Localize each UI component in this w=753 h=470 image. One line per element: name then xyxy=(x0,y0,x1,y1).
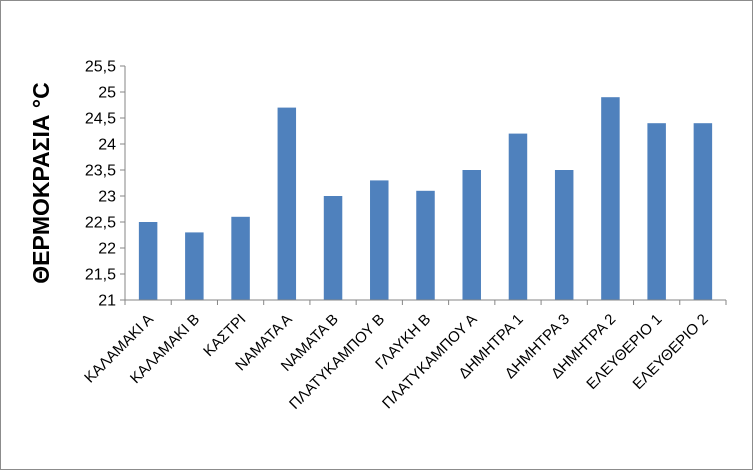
bar xyxy=(138,222,158,300)
bar xyxy=(508,133,528,300)
bars xyxy=(138,97,713,300)
bar xyxy=(231,216,250,300)
y-axis-ticks: 21 21,5 22 22,5 23 23,5 24 24,5 25 25,5 xyxy=(85,59,116,310)
y-axis-title: ΘΕΡΜΟΚΡΑΣΙΑ °C xyxy=(28,82,54,283)
axes xyxy=(120,65,727,305)
bar xyxy=(693,123,713,300)
bar xyxy=(601,97,620,300)
y-tick-label: 22 xyxy=(98,241,116,258)
bar xyxy=(277,107,297,300)
bar xyxy=(185,232,204,300)
y-tick-label: 25,5 xyxy=(85,59,116,76)
y-tick-label: 22,5 xyxy=(85,215,116,232)
y-tick-label: 24,5 xyxy=(85,111,116,128)
y-tick-label: 21 xyxy=(98,293,116,310)
bar xyxy=(370,180,389,300)
bar xyxy=(323,196,343,300)
y-tick-label: 23 xyxy=(98,189,116,206)
y-axis-title-group: ΘΕΡΜΟΚΡΑΣΙΑ °C xyxy=(28,82,54,283)
y-tick-label: 24 xyxy=(98,137,116,154)
y-tick-label: 25 xyxy=(98,85,116,102)
bar xyxy=(647,123,666,300)
y-tick-label: 21,5 xyxy=(85,267,116,284)
y-tick-label: 23,5 xyxy=(85,163,116,180)
bar xyxy=(462,170,481,300)
bar xyxy=(554,170,574,300)
bar xyxy=(416,190,435,300)
